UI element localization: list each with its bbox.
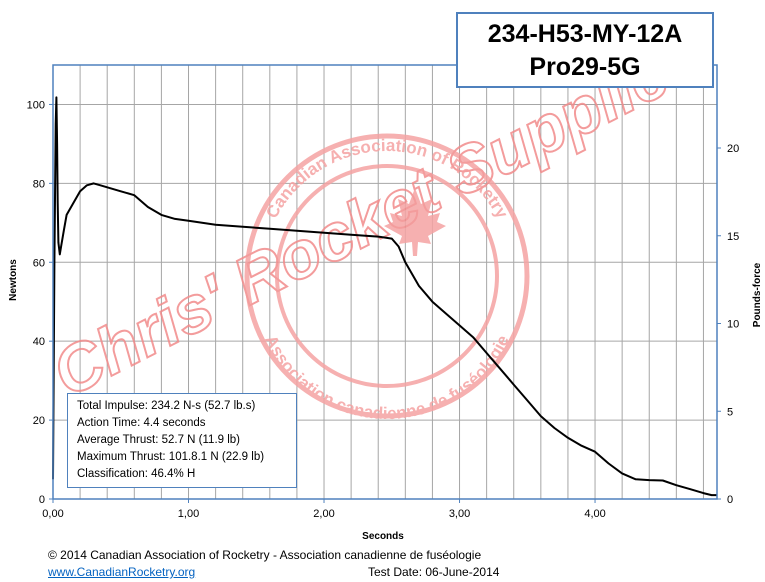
x-tick-label: 1,00 bbox=[178, 508, 199, 520]
watermark-seal-inner-ring bbox=[275, 164, 499, 388]
motor-designation: 234-H53-MY-12A bbox=[487, 20, 683, 48]
stat-average-thrust: Average Thrust: 52.7 N (11.9 lb) bbox=[77, 434, 241, 446]
x-tick-label: 4,00 bbox=[584, 508, 605, 520]
stats-box: Total Impulse: 234.2 N-s (52.7 lb.s) Act… bbox=[67, 393, 297, 488]
y2-tick-label: 15 bbox=[727, 231, 739, 243]
x-tick-label: 3,00 bbox=[449, 508, 470, 520]
footer-website-link[interactable]: www.CanadianRocketry.org bbox=[48, 565, 196, 579]
thrust-series-line bbox=[52, 96, 717, 497]
footer-copyright: © 2014 Canadian Association of Rocketry … bbox=[48, 548, 482, 562]
stat-action-time: Action Time: 4.4 seconds bbox=[77, 417, 206, 429]
x-tick-label: 2,00 bbox=[313, 508, 334, 520]
footer-test-date: Test Date: 06-June-2014 bbox=[368, 565, 500, 579]
y-tick-label: 100 bbox=[27, 99, 45, 111]
x-tick-label: 0,00 bbox=[42, 508, 63, 520]
y2-tick-label: 10 bbox=[727, 319, 739, 331]
footer-link-row: www.CanadianRocketry.org bbox=[48, 565, 195, 579]
series-layer bbox=[52, 96, 717, 497]
y-tick-label: 60 bbox=[33, 257, 45, 269]
y-tick-label: 0 bbox=[39, 494, 45, 506]
maple-leaf-icon bbox=[384, 188, 446, 256]
y-tick-label: 20 bbox=[33, 415, 45, 427]
watermark-seal-outer-ring bbox=[244, 133, 530, 419]
y-tick-label: 80 bbox=[33, 178, 45, 190]
y2-tick-label: 20 bbox=[727, 143, 739, 155]
motor-title-box: 234-H53-MY-12A Pro29-5G bbox=[456, 12, 714, 88]
stat-total-impulse: Total Impulse: 234.2 N-s (52.7 lb.s) bbox=[77, 400, 256, 412]
y2-tick-label: 0 bbox=[727, 494, 733, 506]
motor-reload: Pro29-5G bbox=[529, 53, 641, 81]
axis-layer: 0 20 40 60 80 100 0 5 10 15 20 0,00 1,00 2,00 3,00 4,00 bbox=[27, 99, 740, 520]
y-tick-label: 40 bbox=[33, 336, 45, 348]
stat-classification: Classification: 46.4% H bbox=[77, 468, 196, 480]
y2-axis-title: Pounds-force bbox=[752, 262, 763, 327]
y2-tick-label: 5 bbox=[727, 406, 733, 418]
x-axis-title: Seconds bbox=[362, 531, 404, 542]
stat-maximum-thrust: Maximum Thrust: 101.8.1 N (22.9 lb) bbox=[77, 451, 265, 463]
y-axis-title: Newtons bbox=[8, 259, 19, 301]
plot-frame bbox=[52, 64, 718, 500]
watermark-seal-bottom-text: Association canadienne de fuséologie bbox=[261, 332, 513, 423]
